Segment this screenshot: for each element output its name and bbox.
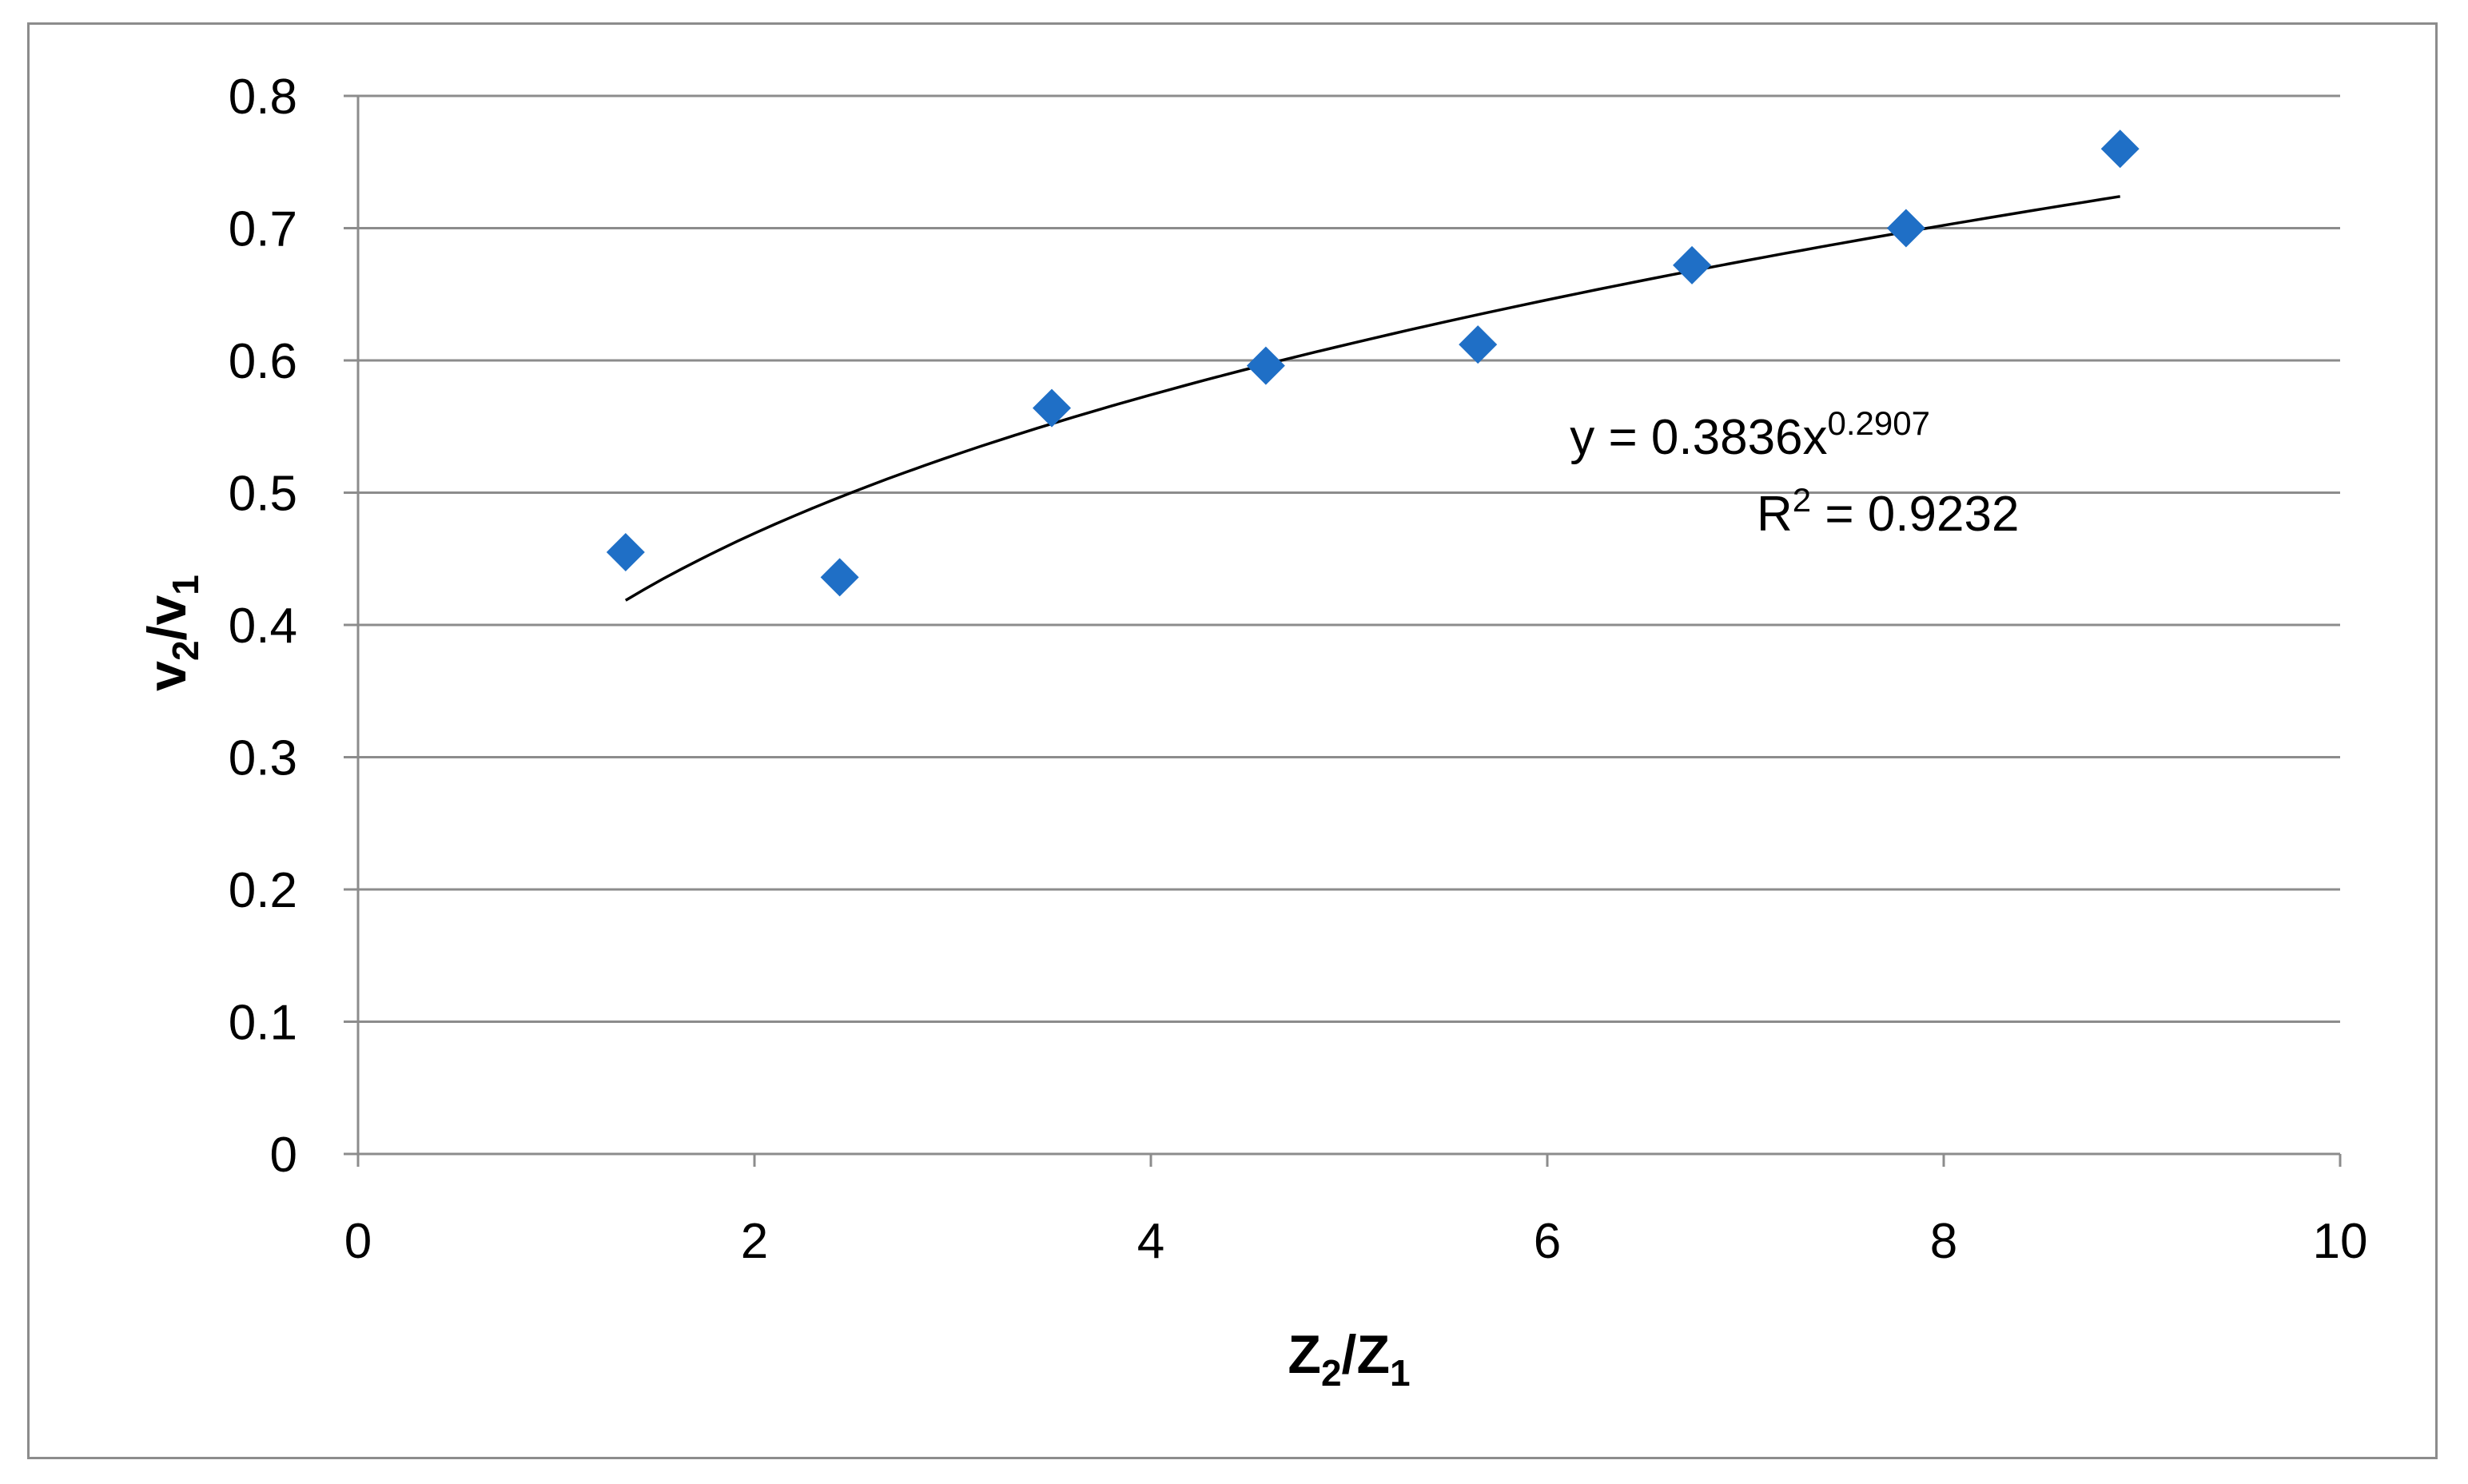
y-title-slash: / — [137, 625, 197, 640]
y-title-main2: v — [137, 595, 197, 626]
data-point — [1246, 346, 1285, 385]
grid-lines — [358, 94, 2340, 1023]
axes — [344, 94, 2342, 1167]
y-tick-label: 0.2 — [229, 863, 297, 918]
x-title-slash: / — [1342, 1324, 1357, 1385]
data-point — [606, 532, 645, 571]
y-tick-label: 0.5 — [229, 467, 297, 522]
x-tick-label: 2 — [741, 1214, 768, 1269]
data-point — [1459, 325, 1498, 364]
x-tick-label: 0 — [344, 1214, 372, 1269]
y-tick-label: 0.4 — [229, 599, 297, 654]
equation-base: y = 0.3836x — [1570, 410, 1827, 465]
x-title-main: Z — [1288, 1324, 1321, 1385]
r-squared-label: R2 = 0.9232 — [1757, 481, 2019, 542]
r2-exponent: 2 — [1793, 481, 1811, 519]
y-axis-title: v2/v1 — [137, 575, 206, 691]
y-tick-label: 0.7 — [229, 202, 297, 257]
data-point — [2100, 129, 2140, 169]
data-points — [606, 129, 2140, 597]
data-point — [1886, 209, 1925, 248]
y-tick-label: 0.6 — [229, 334, 297, 389]
y-tick-labels: 0 0.1 0.2 0.3 0.4 0.5 0.6 0.7 0.8 — [229, 70, 297, 1183]
x-tick-label: 6 — [1534, 1214, 1561, 1269]
chart-frame — [27, 22, 2438, 1459]
trendline-group — [624, 195, 2120, 602]
x-tick-label: 4 — [1137, 1214, 1164, 1269]
x-tick-label: 10 — [2313, 1214, 2368, 1269]
x-tick-label: 8 — [1930, 1214, 1957, 1269]
equation-exponent: 0.2907 — [1828, 404, 1930, 442]
y-title-main: v — [137, 661, 197, 691]
data-point — [820, 558, 859, 597]
r2-value: = 0.9232 — [1811, 487, 2019, 542]
trendline — [624, 195, 2120, 602]
trendline-equation: y = 0.3836x0.2907 — [1570, 404, 1930, 465]
data-point — [1033, 388, 1071, 428]
y-tick-label: 0 — [270, 1128, 297, 1183]
data-point — [1673, 245, 1712, 284]
x-title-main2: Z — [1356, 1324, 1390, 1385]
y-tick-label: 0.3 — [229, 731, 297, 786]
x-axis-title: Z2/Z1 — [1288, 1324, 1410, 1394]
x-title-sub2: 1 — [1390, 1352, 1411, 1394]
x-tick-labels: 0 2 4 6 8 10 — [344, 1214, 2368, 1269]
y-tick-label: 0.8 — [229, 70, 297, 125]
y-tick-label: 0.1 — [229, 996, 297, 1051]
y-title-sub2: 1 — [165, 575, 206, 595]
y-title-sub1: 2 — [165, 640, 206, 661]
r2-base: R — [1757, 487, 1793, 542]
x-title-sub1: 2 — [1321, 1352, 1342, 1394]
